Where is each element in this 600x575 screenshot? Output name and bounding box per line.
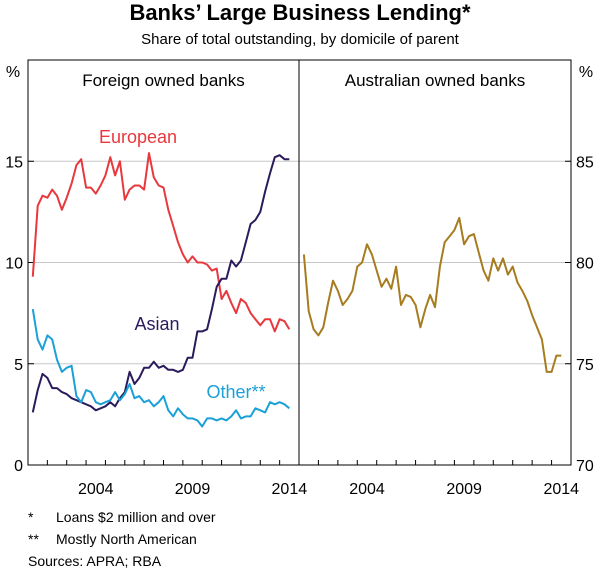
footnote-2: ** Mostly North American — [28, 528, 216, 550]
x-tick-label: 2014 — [543, 481, 579, 498]
footnote-mark: * — [28, 509, 34, 525]
left-y-tick-label: 5 — [14, 357, 23, 374]
chart-svg: 0 5 10 15 70 75 80 85% % 2004 2009 2014 2004 2009 2014… — [5, 59, 594, 498]
series-label-european: European — [99, 127, 177, 147]
series-line-australian-owned-banks — [302, 216, 562, 373]
x-tick-label: 2014 — [272, 481, 308, 498]
right-y-tick-label: 80 — [576, 256, 594, 273]
panel-title: Foreign owned banks — [82, 71, 245, 90]
x-tick-label: 2004 — [349, 481, 385, 498]
series-line-other- — [31, 308, 290, 428]
footnote-text: Mostly North American — [56, 531, 197, 547]
series-line-european — [31, 152, 291, 333]
x-tick-label: 2009 — [175, 481, 211, 498]
footnote-mark: ** — [28, 531, 39, 547]
right-axis-unit: % — [579, 64, 593, 81]
footnote-1: * Loans $2 million and over — [28, 506, 216, 528]
chart-subtitle: Share of total outstanding, by domicile … — [141, 31, 459, 48]
right-y-tick-label: 75 — [576, 357, 594, 374]
panel-title: Australian owned banks — [345, 71, 526, 90]
series-label-other-: Other** — [206, 382, 265, 402]
footnotes: * Loans $2 million and over ** Mostly No… — [28, 506, 216, 572]
right-y-tick-label: 70 — [576, 458, 594, 475]
x-tick-label: 2004 — [78, 481, 114, 498]
left-y-tick-label: 0 — [14, 458, 23, 475]
x-tick-label: 2009 — [446, 481, 482, 498]
series-label-asian: Asian — [134, 314, 179, 334]
left-y-tick-label: 15 — [5, 154, 23, 171]
right-y-tick-label: 85 — [576, 154, 594, 171]
sources-note: Sources: APRA; RBA — [28, 553, 162, 569]
chart-title: Banks’ Large Business Lending* — [129, 0, 471, 25]
footnote-text: Loans $2 million and over — [56, 509, 216, 525]
left-y-tick-label: 10 — [5, 256, 23, 273]
left-axis-unit: % — [6, 64, 20, 81]
series-line-asian — [31, 154, 290, 413]
